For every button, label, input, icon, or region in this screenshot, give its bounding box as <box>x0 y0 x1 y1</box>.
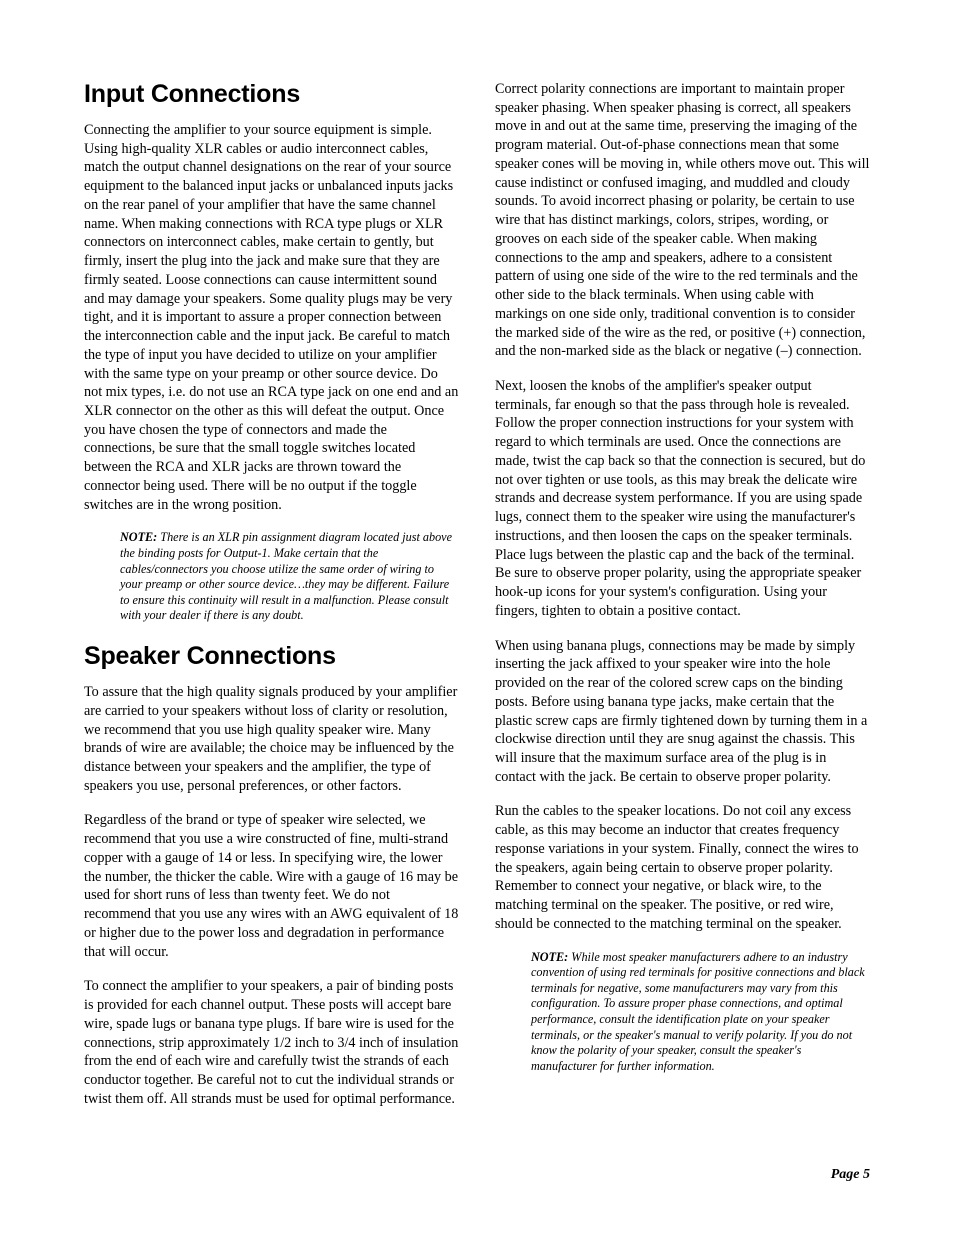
note-block: NOTE: While most speaker manufacturers a… <box>531 950 870 1075</box>
two-column-body: Input Connections Connecting the amplifi… <box>84 80 870 1160</box>
heading-speaker-connections: Speaker Connections <box>84 642 459 671</box>
paragraph: Regardless of the brand or type of speak… <box>84 811 459 961</box>
paragraph: Next, loosen the knobs of the amplifier'… <box>495 377 870 621</box>
paragraph: Correct polarity connections are importa… <box>495 80 870 361</box>
note-text: There is an XLR pin assignment diagram l… <box>120 530 452 622</box>
paragraph: To connect the amplifier to your speaker… <box>84 977 459 1108</box>
note-block: NOTE: There is an XLR pin assignment dia… <box>120 530 459 624</box>
paragraph: To assure that the high quality signals … <box>84 683 459 795</box>
paragraph: Run the cables to the speaker locations.… <box>495 802 870 933</box>
page-number: Page 5 <box>831 1167 870 1183</box>
note-label: NOTE: <box>120 530 157 544</box>
heading-input-connections: Input Connections <box>84 80 459 109</box>
paragraph: When using banana plugs, connections may… <box>495 637 870 787</box>
paragraph: Connecting the amplifier to your source … <box>84 121 459 514</box>
note-label: NOTE: <box>531 950 568 964</box>
note-text: While most speaker manufacturers adhere … <box>531 950 865 1073</box>
